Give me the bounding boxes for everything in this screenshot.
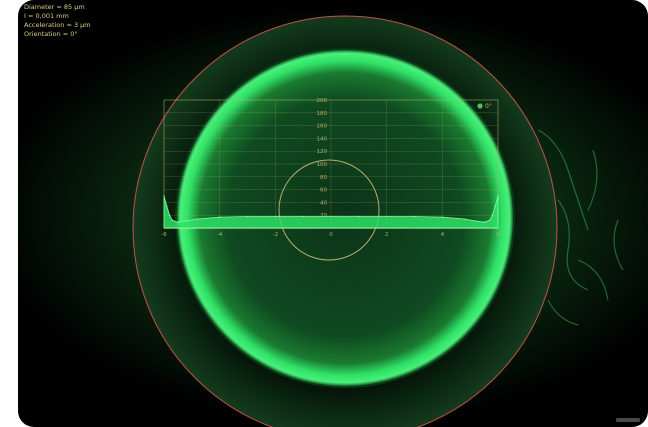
series-point: [475, 220, 477, 222]
limbus-circle: [132, 15, 558, 427]
x-tick-label: 0: [329, 232, 333, 238]
series-point: [302, 215, 304, 218]
series-area-0: [163, 195, 499, 229]
y-tick-label: 120: [317, 149, 328, 155]
x-tick-label: -2: [273, 232, 278, 238]
x-tick-label: -4: [217, 232, 223, 238]
readout-diameter: Diameter = 85 µm: [24, 3, 85, 11]
series-point: [196, 218, 198, 220]
x-tick-label: 6: [496, 232, 500, 238]
x-tick-label: 4: [441, 232, 445, 238]
pupil-circle: [278, 159, 380, 261]
measurement-readouts: Diameter = 85 µm I = 0,001 mm Accelerati…: [24, 3, 91, 39]
series-point: [219, 216, 221, 218]
series-point: [358, 215, 360, 218]
series-point: [483, 221, 485, 223]
vendor-logo: [616, 418, 640, 422]
series-point: [163, 195, 165, 197]
series-point: [168, 214, 171, 216]
series-point: [171, 219, 173, 221]
readout-acceleration: Acceleration = 3 µm: [24, 21, 91, 29]
y-tick-label: 200: [317, 98, 328, 104]
series-point: [166, 205, 168, 207]
legend-swatch: [477, 103, 483, 109]
series-point: [177, 221, 179, 223]
y-tick-label: 140: [317, 136, 328, 142]
series-point: [386, 215, 388, 218]
series-point: [274, 215, 276, 218]
series-point: [464, 218, 466, 220]
readout-orientation: Orientation = 0°: [24, 30, 78, 38]
x-tick-label: 2: [385, 232, 389, 238]
series-point: [413, 215, 416, 218]
y-tick-label: 60: [320, 188, 327, 194]
y-tick-label: 180: [317, 111, 328, 117]
series-point: [246, 215, 249, 218]
series-point: [441, 216, 443, 218]
y-tick-label: 80: [320, 175, 327, 181]
series-point: [497, 195, 499, 197]
series-point: [491, 214, 494, 216]
legend-label: 0°: [485, 103, 492, 110]
y-tick-label: 40: [320, 200, 327, 206]
x-tick-label: -6: [161, 232, 167, 238]
y-tick-label: 160: [317, 124, 328, 130]
readout-i: I = 0,001 mm: [24, 12, 69, 20]
series-point: [489, 219, 491, 221]
series-point: [185, 220, 187, 222]
series-point: [330, 215, 332, 218]
conjunctiva-texture: [537, 129, 624, 326]
y-tick-label: 100: [317, 162, 328, 168]
series-point: [494, 205, 496, 207]
